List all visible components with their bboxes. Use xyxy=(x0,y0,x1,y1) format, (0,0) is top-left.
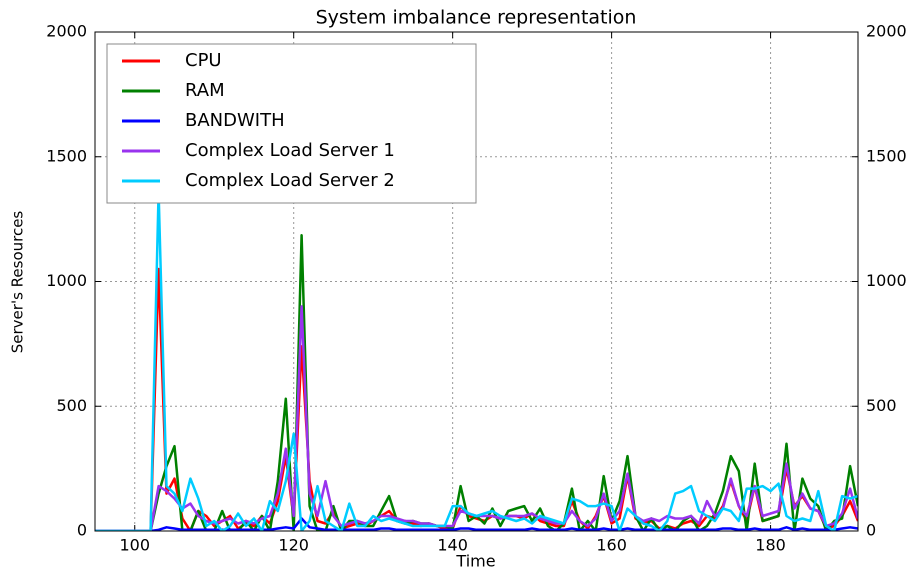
y-axis-label: Server's Resources xyxy=(9,211,27,354)
x-tick-label: 120 xyxy=(278,536,309,555)
legend-label: CPU xyxy=(185,50,222,71)
x-tick-label: 180 xyxy=(755,536,786,555)
x-tick-label: 160 xyxy=(596,536,627,555)
chart-title: System imbalance representation xyxy=(316,7,637,29)
legend-label: RAM xyxy=(185,80,225,101)
y-tick-label: 1500 xyxy=(46,146,87,165)
legend-box xyxy=(106,43,477,204)
y2-tick-label: 0 xyxy=(866,521,876,540)
legend-label: Complex Load Server 2 xyxy=(185,170,395,191)
x-axis-label: Time xyxy=(455,552,495,571)
plot-frame xyxy=(94,31,859,532)
y-tick-label: 2000 xyxy=(46,22,87,41)
series-line xyxy=(95,267,858,531)
legend-label: BANDWITH xyxy=(185,110,285,131)
legend-label: Complex Load Server 1 xyxy=(185,140,395,161)
y-tick-label: 0 xyxy=(77,521,87,540)
y2-tick-label: 1500 xyxy=(866,146,907,165)
y2-tick-label: 500 xyxy=(866,396,897,415)
x-tick-label: 100 xyxy=(119,536,150,555)
series-line xyxy=(95,234,858,531)
y-tick-label: 500 xyxy=(56,396,87,415)
y-tick-label: 1000 xyxy=(46,271,87,290)
x-tick-label: 140 xyxy=(437,536,468,555)
series-line xyxy=(95,190,858,531)
y2-tick-label: 2000 xyxy=(866,22,907,41)
y2-tick-label: 1000 xyxy=(866,271,907,290)
